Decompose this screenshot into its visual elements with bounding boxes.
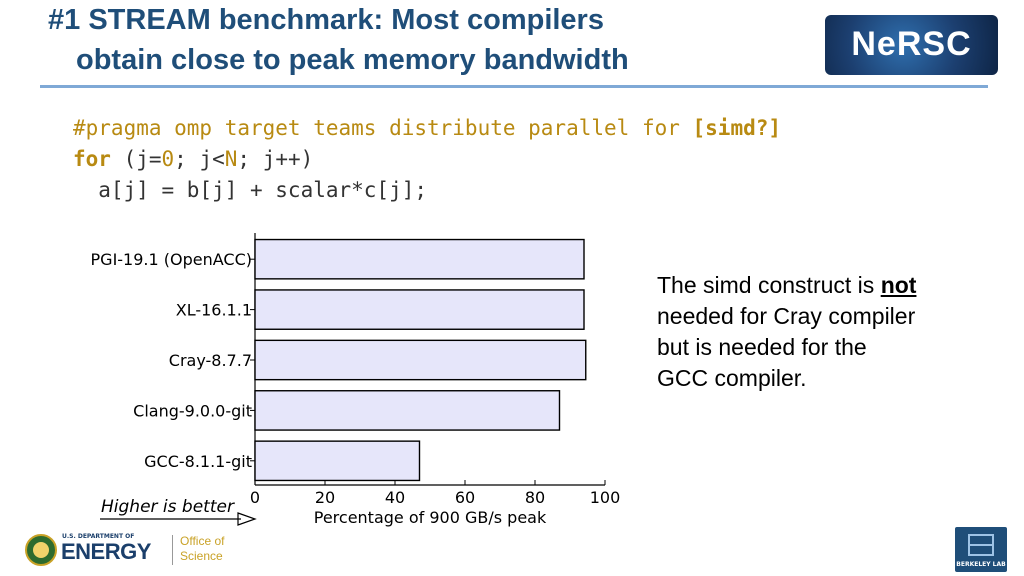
- doe-energy-text: ENERGY: [61, 539, 151, 564]
- slide-title: #1 STREAM benchmark: Most compilers obta…: [40, 0, 800, 80]
- title-divider: [40, 85, 988, 88]
- nersc-logo: NeRSC: [825, 15, 998, 75]
- higher-is-better-label: Higher is better: [101, 497, 234, 517]
- y-tick-label-2: Cray-8.7.7: [169, 351, 252, 370]
- x-tick-label-5: 100: [590, 488, 621, 507]
- y-tick-label-1: XL-16.1.1: [176, 301, 252, 320]
- note-emphasis: not: [880, 272, 917, 298]
- y-tick-label-3: Clang-9.0.0-git: [133, 401, 252, 420]
- code-snippet: #pragma omp target teams distribute para…: [73, 113, 781, 206]
- doe-dept-text: U.S. DEPARTMENT OF: [62, 533, 135, 540]
- doe-office-text-2: Science: [180, 549, 223, 563]
- simd-note: The simd construct is not needed for Cra…: [657, 270, 917, 394]
- berkeley-lab-logo: BERKELEY LAB: [955, 527, 1007, 572]
- nersc-logo-text: NeRSC: [851, 25, 972, 63]
- bar-2: [254, 339, 587, 381]
- note-text-after: needed for Cray compiler but is needed f…: [657, 303, 916, 391]
- bar-1: [254, 289, 585, 330]
- doe-office-text-1: Office of: [180, 534, 225, 548]
- doe-office-of-science-logo: U.S. DEPARTMENT OF ENERGY Office of Scie…: [24, 533, 234, 567]
- code-loop-zero: 0: [161, 147, 175, 171]
- x-tick-label-2: 40: [385, 488, 405, 507]
- doe-divider: [172, 535, 173, 565]
- code-loop-open: (j=: [110, 147, 162, 171]
- x-tick-label-0: 0: [250, 488, 260, 507]
- code-for-keyword: for: [73, 147, 111, 171]
- bar-3: [254, 390, 561, 431]
- y-tick-label-0: PGI-19.1 (OpenACC): [91, 250, 252, 269]
- bar-4: [254, 440, 421, 482]
- bar-0: [254, 238, 585, 280]
- code-loop-end: ; j++): [237, 147, 314, 171]
- code-pragma: #pragma omp target teams distribute para…: [73, 116, 693, 140]
- code-simd: [simd?]: [692, 116, 782, 140]
- code-loop-body: a[j] = b[j] + scalar*c[j];: [73, 178, 428, 202]
- code-loop-n: N: [224, 147, 238, 171]
- right-arrow-icon: [100, 512, 257, 526]
- code-loop-mid: ; j<: [174, 147, 225, 171]
- x-tick-label-1: 20: [315, 488, 335, 507]
- doe-seal-icon: [25, 534, 57, 566]
- x-tick-label-3: 60: [455, 488, 475, 507]
- note-text-before: The simd construct is: [657, 272, 881, 298]
- y-tick-label-4: GCC-8.1.1-git: [144, 452, 252, 471]
- title-line-2: obtain close to peak memory bandwidth: [76, 44, 629, 76]
- berkeley-lab-text: BERKELEY LAB: [956, 561, 1006, 568]
- title-line-1: #1 STREAM benchmark: Most compilers: [48, 4, 604, 36]
- x-axis-label: Percentage of 900 GB/s peak: [314, 508, 547, 527]
- x-tick-label-4: 80: [525, 488, 545, 507]
- berkeley-lab-emblem-icon: [968, 534, 994, 556]
